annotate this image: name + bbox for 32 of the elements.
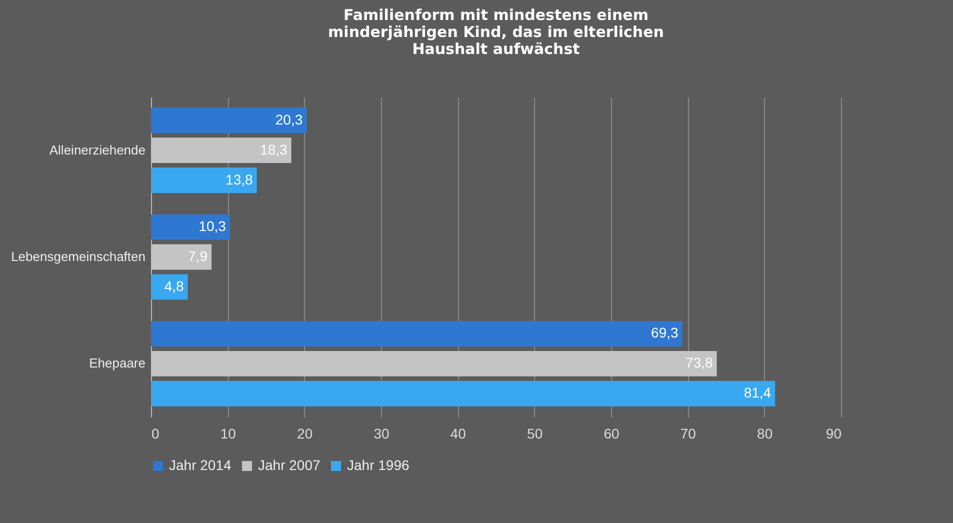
data-label: 13,8 <box>226 171 254 188</box>
bar <box>151 321 682 346</box>
data-label: 20,3 <box>275 111 303 128</box>
x-tick-label: 20 <box>297 426 313 442</box>
legend-label: Jahr 1996 <box>347 457 410 473</box>
x-tick-label: 0 <box>152 426 160 442</box>
bar <box>151 168 257 193</box>
x-tick-label: 50 <box>527 426 543 442</box>
x-tick-label: 70 <box>680 426 696 442</box>
y-tick-label: Ehepaare <box>89 356 146 371</box>
data-label: 81,4 <box>744 384 772 401</box>
bar <box>151 214 230 240</box>
data-label: 73,8 <box>686 354 714 371</box>
chart-title: Familienform mit mindestens einem minderjährigen Kind, das im elterlichen Haushalt aufwächst <box>328 6 664 58</box>
x-tick-label: 60 <box>604 426 620 442</box>
bar <box>151 108 307 134</box>
y-tick-label: Alleinerziehende <box>49 142 146 158</box>
x-tick-label: 80 <box>757 426 773 442</box>
x-tick-label: 30 <box>374 426 390 442</box>
data-label: 69,3 <box>651 324 679 341</box>
x-tick-label: 10 <box>220 426 236 442</box>
y-tick-label: Lebensgemeinschaften <box>11 249 146 264</box>
bar <box>151 274 188 300</box>
data-label: 18,3 <box>260 141 288 158</box>
x-tick-label: 40 <box>450 426 466 442</box>
legend-label: Jahr 2014 <box>169 457 232 473</box>
legend-label: Jahr 2007 <box>258 457 320 473</box>
data-label: 7,9 <box>188 248 208 264</box>
x-tick-label: 90 <box>826 426 842 442</box>
data-label: 10,3 <box>198 218 226 234</box>
bar <box>151 380 776 406</box>
data-label: 4,8 <box>164 278 184 294</box>
